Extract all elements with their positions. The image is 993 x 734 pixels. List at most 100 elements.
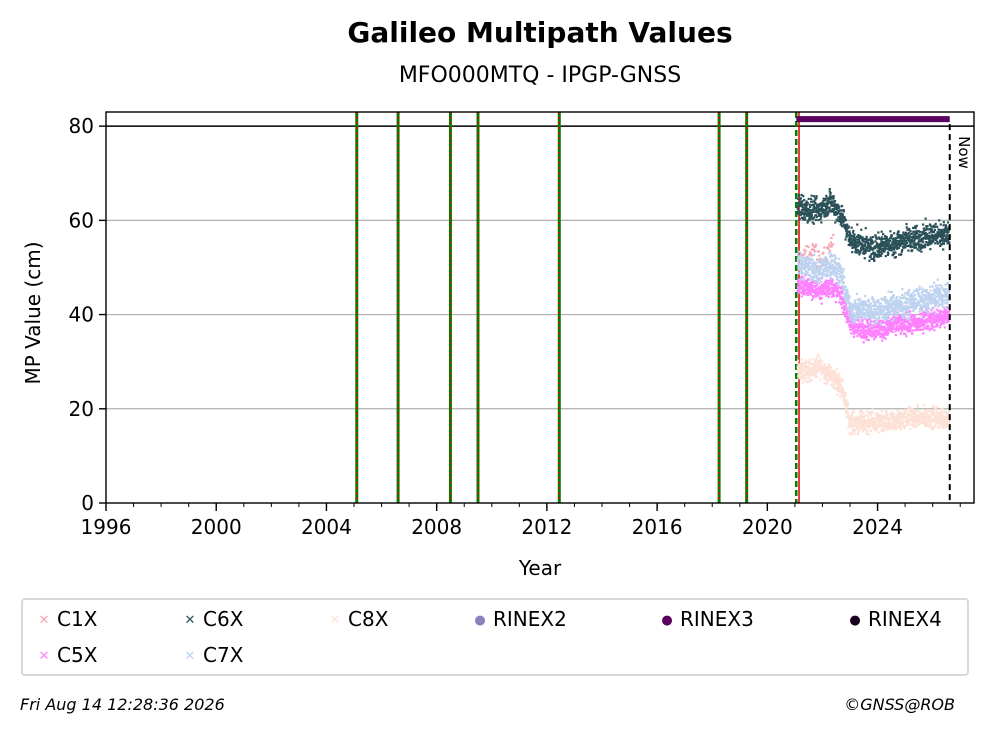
data-point <box>798 203 801 206</box>
data-point <box>833 374 836 377</box>
data-point <box>859 234 862 238</box>
data-point <box>870 257 873 261</box>
data-point <box>938 415 941 418</box>
data-point <box>909 314 913 317</box>
data-point <box>808 358 811 361</box>
data-point <box>844 238 847 241</box>
data-point <box>853 322 856 325</box>
data-point <box>856 318 860 321</box>
data-point <box>849 325 852 328</box>
legend: ✕ C1X ✕ C6X ✕ C8X ● RINEX2 ● RINEX3 ● RINEX4 ✕… <box>21 598 969 676</box>
data-point <box>809 257 812 260</box>
data-point <box>850 303 853 306</box>
data-point <box>944 229 947 232</box>
data-point <box>850 226 853 229</box>
data-point <box>882 424 885 427</box>
data-point <box>892 308 895 311</box>
data-point <box>859 247 863 250</box>
data-point <box>918 310 921 313</box>
data-point <box>892 251 895 254</box>
data-point <box>901 330 904 333</box>
data-point <box>861 320 864 323</box>
data-point <box>890 290 893 294</box>
data-point <box>852 316 855 319</box>
data-point <box>944 283 947 286</box>
data-point <box>807 361 811 364</box>
data-point <box>931 413 934 416</box>
data-point <box>843 276 846 279</box>
data-point <box>801 375 805 378</box>
data-point <box>844 223 847 226</box>
data-point <box>868 423 872 426</box>
data-point <box>798 265 801 268</box>
data-point <box>843 398 846 401</box>
data-point <box>825 262 828 266</box>
data-point <box>905 415 908 418</box>
data-point <box>802 216 806 219</box>
data-point <box>923 414 926 418</box>
data-point <box>853 429 856 432</box>
data-point <box>864 414 867 417</box>
data-point <box>848 230 851 233</box>
data-point <box>947 228 950 231</box>
data-point <box>839 379 843 383</box>
data-point <box>873 259 876 263</box>
data-point <box>947 420 950 423</box>
data-point <box>824 288 828 291</box>
data-point <box>863 329 866 332</box>
data-point <box>894 318 898 321</box>
data-point <box>924 217 927 220</box>
data-point <box>900 425 903 428</box>
data-point <box>821 201 824 204</box>
data-point <box>852 313 855 316</box>
data-point <box>944 306 947 309</box>
data-point <box>895 305 898 308</box>
data-point <box>817 264 821 268</box>
data-point <box>942 322 945 325</box>
data-point <box>896 418 899 421</box>
data-point <box>869 429 873 432</box>
data-point <box>848 422 851 425</box>
data-point <box>844 226 847 229</box>
data-point <box>826 374 829 377</box>
data-point <box>867 315 871 318</box>
data-point <box>893 246 896 249</box>
data-point <box>831 259 834 262</box>
data-point <box>872 248 875 251</box>
data-point <box>846 295 849 298</box>
data-point <box>918 288 921 291</box>
data-point <box>893 316 896 319</box>
data-point <box>895 236 898 240</box>
data-point <box>879 322 883 325</box>
data-point <box>940 413 943 416</box>
data-point <box>924 305 927 308</box>
data-point <box>937 284 940 287</box>
data-point <box>830 252 833 255</box>
data-point <box>852 416 855 420</box>
data-point <box>944 314 947 317</box>
data-point <box>810 217 813 220</box>
data-point <box>814 292 817 296</box>
data-point <box>814 218 817 222</box>
data-point <box>906 228 909 231</box>
data-point <box>935 415 938 418</box>
data-point <box>814 284 818 287</box>
data-point <box>914 307 918 310</box>
data-point <box>892 293 895 297</box>
data-point <box>894 237 897 240</box>
data-point <box>825 293 828 296</box>
data-point <box>909 330 912 333</box>
data-point <box>814 207 817 210</box>
data-point <box>942 313 946 316</box>
data-point <box>944 415 947 418</box>
data-point <box>822 197 825 200</box>
data-point <box>911 291 914 294</box>
data-point <box>826 370 829 373</box>
data-point <box>888 313 892 316</box>
data-point <box>830 377 833 380</box>
data-point <box>906 314 910 317</box>
data-point <box>855 428 858 431</box>
data-point <box>920 296 924 299</box>
data-point <box>917 294 921 297</box>
data-point <box>834 285 837 288</box>
